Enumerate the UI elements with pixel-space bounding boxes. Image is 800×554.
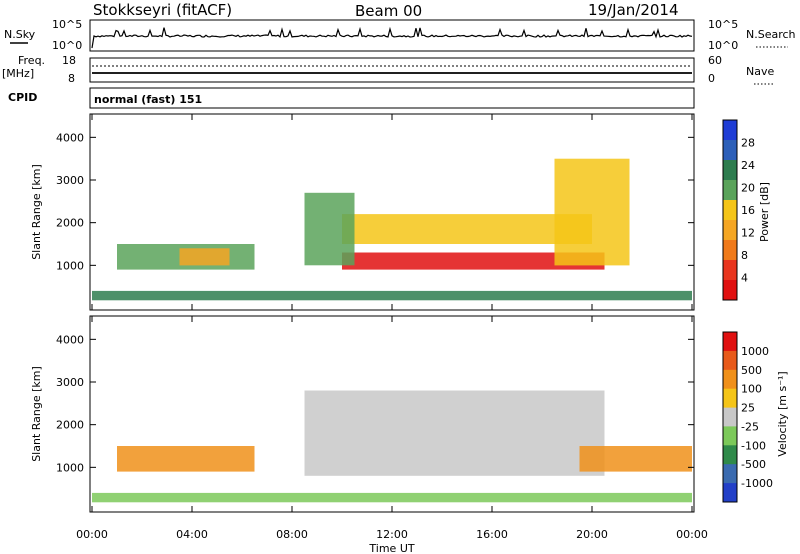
x-tick-label: 04:00 bbox=[176, 528, 208, 541]
colorbar-swatch bbox=[723, 407, 737, 427]
colorbar-swatch bbox=[723, 445, 737, 465]
colorbar-swatch bbox=[723, 350, 737, 371]
y-tick-label: 4000 bbox=[56, 333, 84, 346]
region-morning_echo bbox=[117, 446, 255, 472]
colorbar-tick-label: 100 bbox=[741, 383, 762, 396]
nave-label: Nave bbox=[746, 65, 774, 78]
colorbar-swatch bbox=[723, 120, 737, 141]
nsearch-label: N.Search bbox=[746, 28, 796, 41]
region-arc_right bbox=[554, 158, 630, 266]
region-upper_band bbox=[342, 214, 592, 244]
velocity-heatmap-cells bbox=[92, 390, 692, 503]
power-cbar-label: Power [dB] bbox=[758, 182, 771, 242]
y-tick-label: 3000 bbox=[56, 174, 84, 187]
region-main_band bbox=[342, 252, 605, 270]
nsky-label: N.Sky bbox=[4, 28, 36, 41]
colorbar-swatch bbox=[723, 160, 737, 181]
y-tick-label: 3000 bbox=[56, 376, 84, 389]
nave-tick-bottom: 0 bbox=[708, 72, 715, 85]
y-tick-label: 1000 bbox=[56, 259, 84, 272]
colorbar-tick-label: 24 bbox=[741, 159, 755, 172]
x-tick-label: 20:00 bbox=[576, 528, 608, 541]
cpid-value: normal (fast) 151 bbox=[94, 93, 202, 106]
colorbar-tick-label: -25 bbox=[741, 420, 759, 433]
nsky-tick-bottom: 10^0 bbox=[52, 39, 82, 52]
x-tick-label: 16:00 bbox=[476, 528, 508, 541]
colorbar-swatch bbox=[723, 464, 737, 484]
cpid-label: CPID bbox=[8, 91, 37, 104]
colorbar-frame bbox=[722, 331, 738, 503]
colorbar-tick-label: -1000 bbox=[741, 477, 773, 490]
region-evening_echo bbox=[579, 446, 692, 472]
nsearch-tick-bottom: 10^0 bbox=[708, 39, 738, 52]
colorbar-swatch bbox=[723, 240, 737, 261]
y-tick-label: 2000 bbox=[56, 419, 84, 432]
nsearch-tick-top: 10^5 bbox=[708, 18, 738, 31]
colorbar-swatch bbox=[723, 180, 737, 201]
colorbar-tick-label: 16 bbox=[741, 204, 755, 217]
colorbar-tick-label: 12 bbox=[741, 227, 755, 240]
region-morning_core bbox=[179, 248, 230, 266]
colorbar-tick-label: 25 bbox=[741, 402, 755, 415]
colorbar-swatch bbox=[723, 426, 737, 446]
colorbar-swatch bbox=[723, 260, 737, 281]
colorbar-swatch bbox=[723, 280, 737, 301]
freq-tick-bottom: 8 bbox=[68, 72, 75, 85]
velocity-axes: 1000 2000 3000 4000 bbox=[56, 316, 694, 512]
colorbar-tick-label: 8 bbox=[741, 249, 748, 262]
colorbar-swatch bbox=[723, 483, 737, 503]
time-axis-label: Time UT bbox=[368, 542, 414, 554]
region-arc_left bbox=[304, 192, 355, 266]
cpid-panel bbox=[89, 87, 695, 109]
station-title: Stokkseyri (fitACF) bbox=[93, 1, 232, 19]
freq-panel bbox=[89, 57, 695, 83]
nsky-line bbox=[91, 26, 693, 49]
colorbar-swatch bbox=[723, 140, 737, 161]
nsky-trace bbox=[91, 26, 693, 49]
y-tick-label: 1000 bbox=[56, 461, 84, 474]
region-ground_scatter bbox=[92, 492, 692, 503]
x-tick-label: 08:00 bbox=[276, 528, 308, 541]
colorbar-tick-label: 500 bbox=[741, 364, 762, 377]
nsky-panel bbox=[89, 19, 695, 52]
colorbar-tick-label: -500 bbox=[741, 458, 766, 471]
power-heatmap-cells bbox=[92, 158, 692, 301]
region-ground_scatter bbox=[92, 290, 692, 301]
colorbar-tick-label: -100 bbox=[741, 439, 766, 452]
colorbar-tick-label: 20 bbox=[741, 182, 755, 195]
freq-label: Freq. bbox=[18, 54, 45, 67]
colorbar-swatch bbox=[723, 200, 737, 221]
freq-tick-top: 18 bbox=[62, 54, 76, 67]
power-ylabel: Slant Range [km] bbox=[30, 164, 43, 260]
freq-unit: [MHz] bbox=[2, 67, 34, 80]
power-colorbar: 28 24 20 16 12 8 4 bbox=[722, 119, 755, 301]
y-tick-label: 2000 bbox=[56, 217, 84, 230]
nsky-tick-top: 10^5 bbox=[52, 18, 82, 31]
colorbar-tick-label: 4 bbox=[741, 272, 748, 285]
colorbar-swatch bbox=[723, 369, 737, 390]
x-tick-label: 00:00 bbox=[676, 528, 708, 541]
colorbar-tick-label: 1000 bbox=[741, 345, 769, 358]
colorbar-swatch bbox=[723, 388, 737, 409]
region-gs_band bbox=[304, 390, 605, 476]
colorbar-swatch bbox=[723, 220, 737, 241]
velocity-ylabel: Slant Range [km] bbox=[30, 366, 43, 462]
x-tick-label: 00:00 bbox=[76, 528, 108, 541]
velocity-cbar-label: Velocity [m s⁻¹] bbox=[776, 371, 789, 456]
time-axis-ticks: 00:00 04:00 08:00 12:00 16:00 20:00 00:00 bbox=[76, 528, 708, 541]
colorbar-swatch bbox=[723, 332, 737, 352]
x-tick-label: 12:00 bbox=[376, 528, 408, 541]
nave-tick-top: 60 bbox=[708, 54, 722, 67]
date-title: 19/Jan/2014 bbox=[588, 1, 679, 19]
beam-title: Beam 00 bbox=[355, 2, 422, 20]
power-axes: 1000 2000 3000 4000 bbox=[56, 114, 694, 310]
colorbar-tick-label: 28 bbox=[741, 137, 755, 150]
colorbar-frame bbox=[722, 119, 738, 301]
y-tick-label: 4000 bbox=[56, 131, 84, 144]
velocity-colorbar: 1000 500 100 25 -25 -100 -500 -1000 bbox=[722, 331, 773, 503]
